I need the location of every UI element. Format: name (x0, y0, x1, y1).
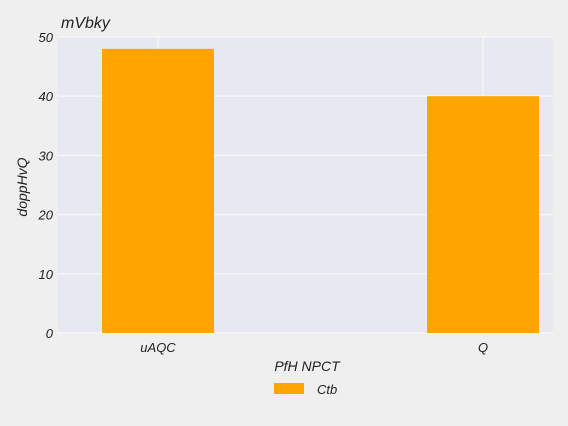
bars (102, 48, 539, 334)
x-tick-label-0: uAQC (140, 340, 176, 355)
y-axis-label: doppHvQ (14, 157, 30, 216)
bar-uAQC (102, 48, 214, 334)
x-tick-label-1: Q (478, 340, 488, 355)
y-tick-label-0: 0 (46, 326, 54, 341)
y-tick-label-3: 30 (39, 148, 54, 163)
x-axis-label: PfH NPCT (274, 358, 341, 374)
bar-Q (427, 96, 539, 333)
chart-title: mVbky (61, 15, 111, 32)
y-tick-label-2: 20 (38, 208, 54, 223)
y-tick-label-4: 40 (39, 89, 54, 104)
legend-label-0: Ctb (317, 382, 337, 397)
legend: Ctb (274, 382, 337, 397)
legend-swatch-0 (274, 383, 304, 394)
y-tick-label-5: 50 (39, 30, 54, 45)
y-tick-labels: 0 10 20 30 40 50 (38, 30, 54, 341)
x-tick-labels: uAQC Q (140, 340, 488, 355)
y-tick-label-1: 10 (39, 267, 54, 282)
